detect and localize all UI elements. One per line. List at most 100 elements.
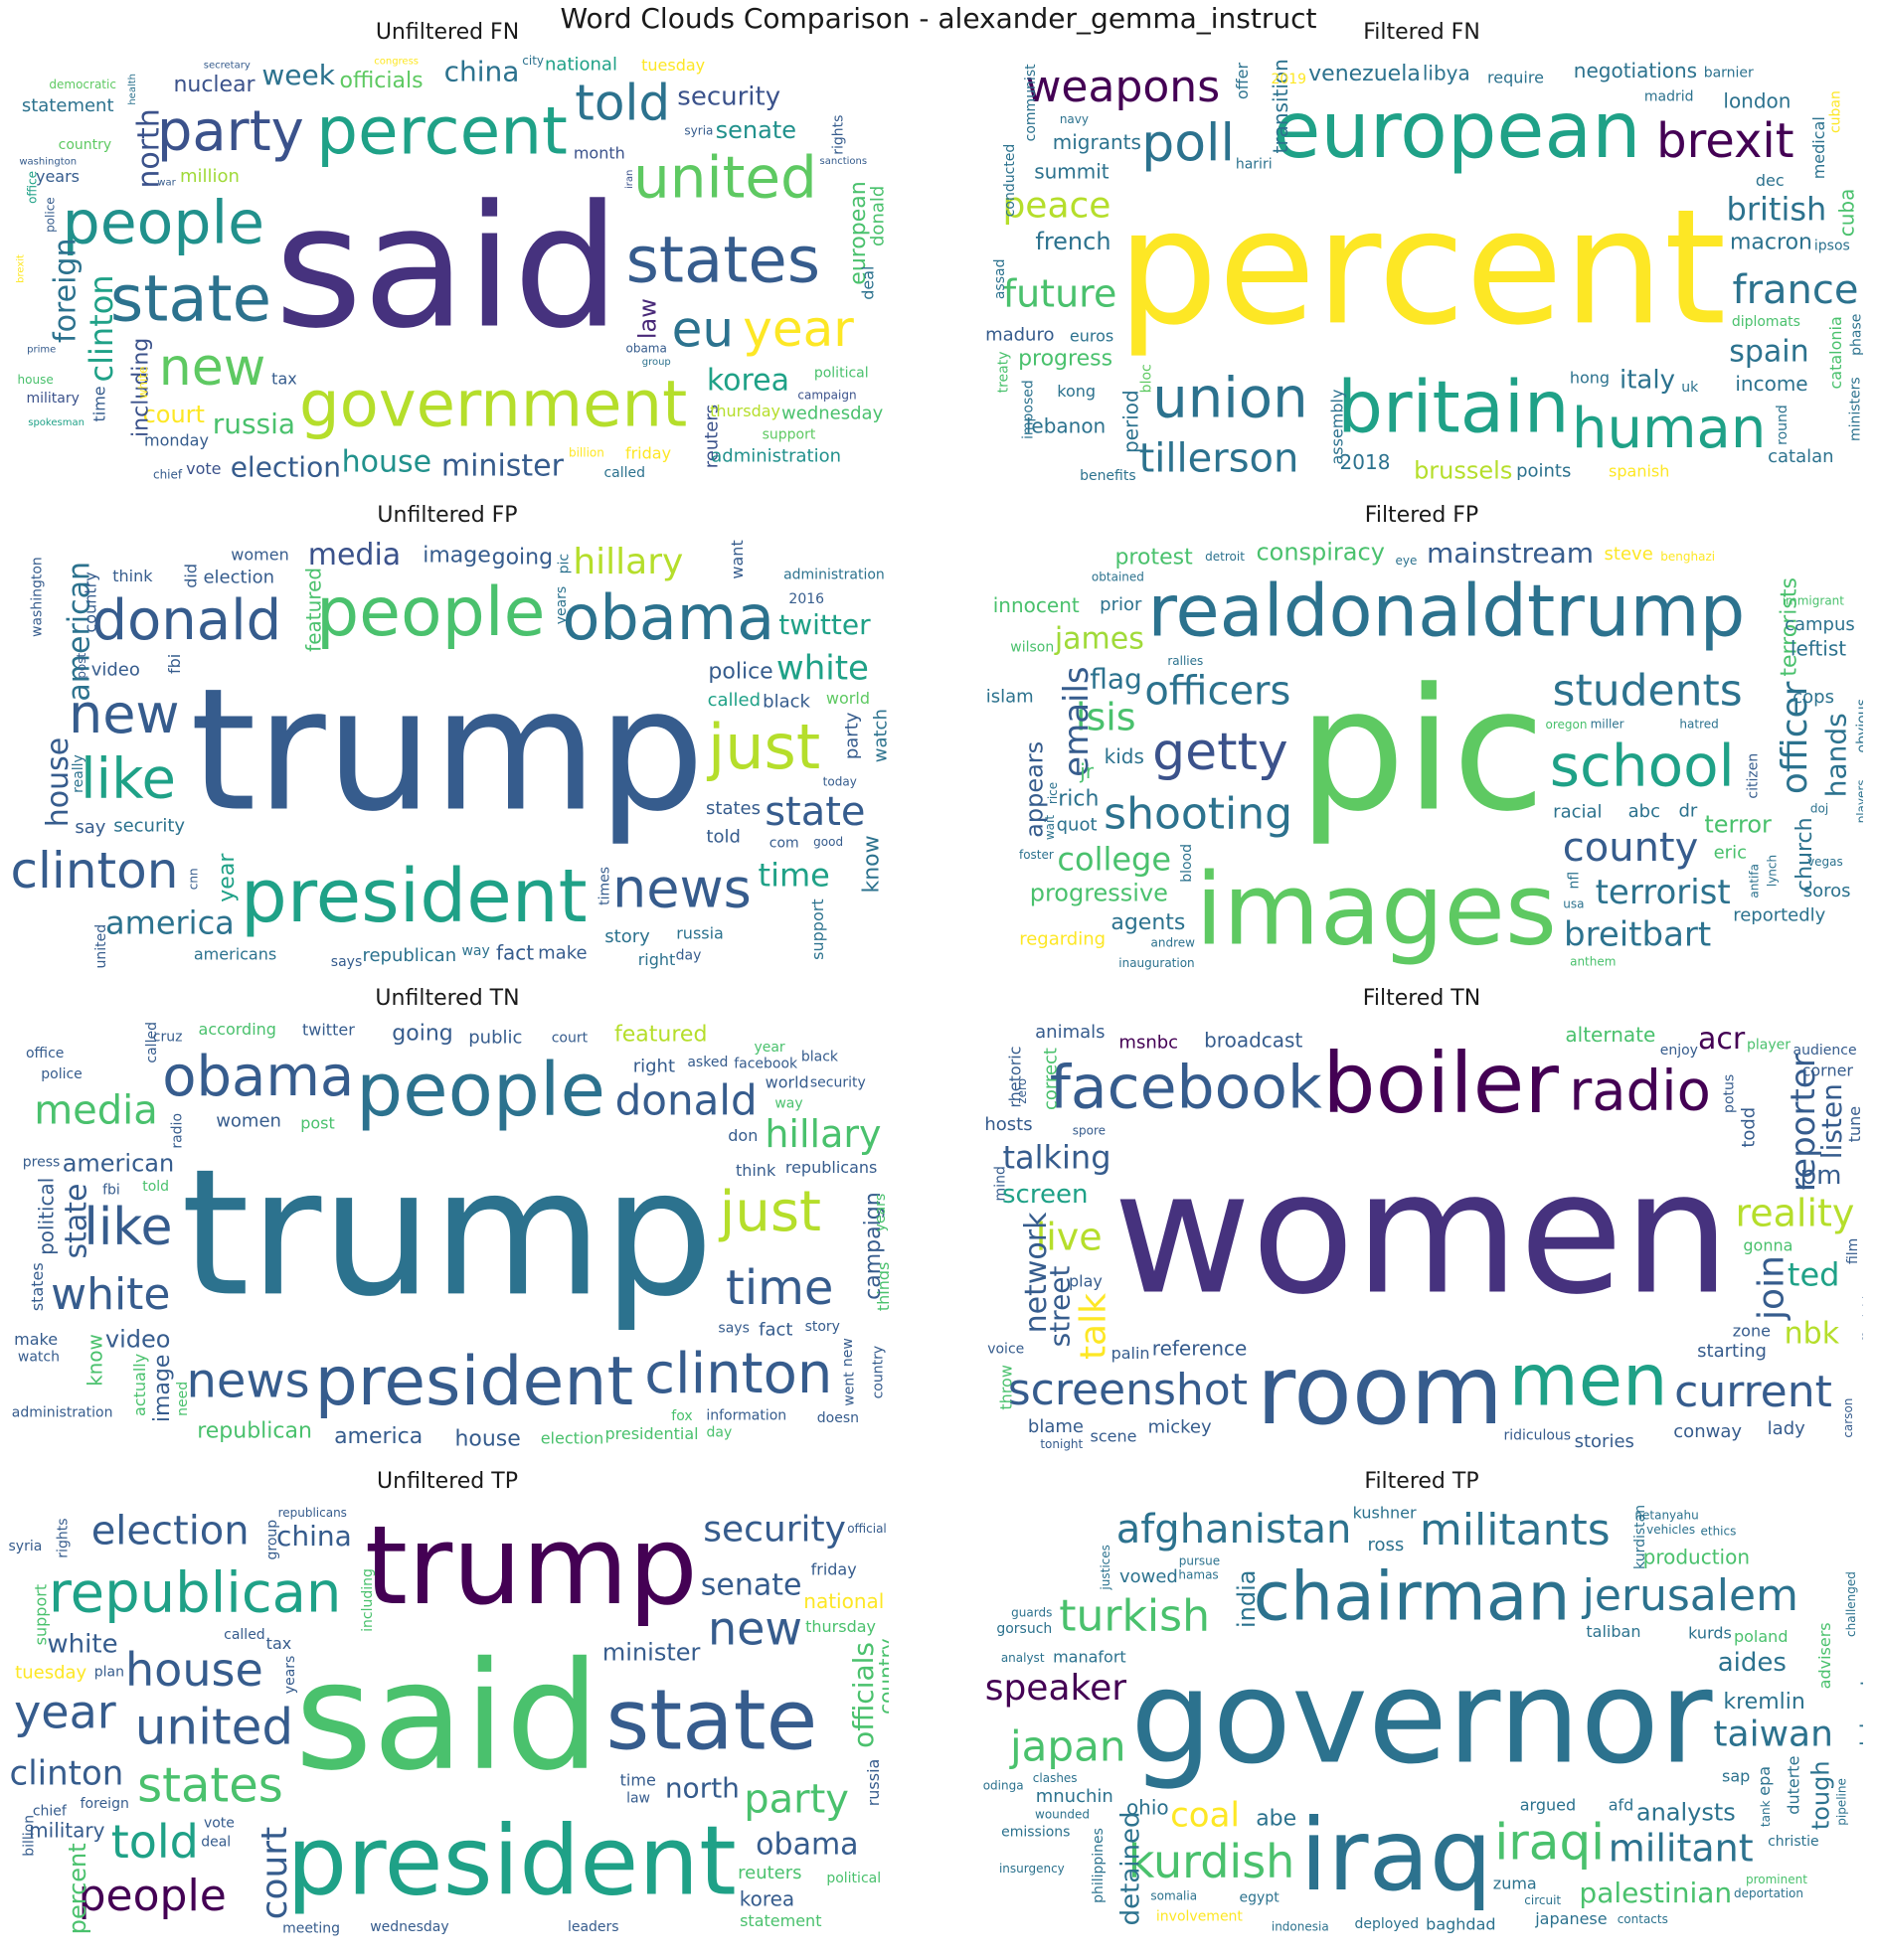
cloud-word: deportation [1734, 1886, 1803, 1900]
cloud-word: rhetoric [1006, 1046, 1025, 1107]
cloud-word: screen [1002, 1180, 1088, 1210]
cloud-word: ted [1788, 1255, 1840, 1293]
cloud-word: philippines [1091, 1828, 1107, 1903]
cloud-word: speaker [985, 1668, 1127, 1709]
cloud-word: syria [9, 1539, 43, 1554]
cloud-word: donald [92, 588, 282, 653]
cloud-word: getty [1152, 723, 1288, 782]
cloud-word: cuba [1835, 189, 1859, 238]
cloud-word: said [274, 169, 620, 366]
cloud-word: billion [22, 1815, 38, 1857]
cloud-word: say [75, 817, 105, 838]
cloud-word: friday [625, 444, 671, 463]
cloud-word: voice [987, 1342, 1024, 1358]
cloud-word: militant [1609, 1826, 1754, 1870]
cloud-word: treaty [996, 351, 1012, 393]
cloud-word: states [137, 1757, 283, 1813]
cloud-word: afghanistan [1116, 1507, 1352, 1552]
cloud-word: vote [204, 1815, 235, 1831]
cloud-word: percent [1117, 174, 1727, 360]
cloud-word: japanese [1534, 1909, 1607, 1928]
cloud-word: soros [1803, 881, 1851, 901]
cloud-word: quot [1057, 815, 1098, 836]
cloud-word: going [392, 1022, 452, 1047]
panel-title: Unfiltered TP [377, 1469, 518, 1494]
cloud-word: media [34, 1087, 158, 1133]
cloud-word: russia [213, 408, 295, 440]
cloud-word: reference [1152, 1336, 1248, 1360]
cloud-word: support [808, 898, 827, 959]
cloud-word: players [1854, 779, 1863, 823]
cloud-word: london [1723, 88, 1791, 112]
cloud-word: thursday [805, 1617, 876, 1636]
cloud-word: kurdistan [1632, 1505, 1648, 1569]
cloud-word: political [826, 1871, 881, 1886]
cloud-word: jr [1079, 759, 1095, 783]
cloud-word: afd [1609, 1796, 1634, 1815]
cloud-word: involvement [1156, 1909, 1244, 1925]
cloud-word: think [112, 567, 153, 585]
cloud-word: friday [811, 1559, 857, 1578]
cloud-word: eu [672, 301, 734, 359]
cloud-word: men [1509, 1338, 1668, 1421]
cloud-word: jerusalem [1582, 1570, 1798, 1621]
cloud-word: new [69, 683, 180, 745]
panel-title: Filtered FN [1363, 20, 1480, 45]
cloud-word: court [143, 401, 205, 428]
cloud-word: isis [1076, 696, 1136, 739]
cloud-word: county [1563, 825, 1699, 871]
cloud-word: party [157, 99, 304, 164]
cloud-word: week [261, 59, 335, 91]
cloud-word: new [708, 1602, 802, 1656]
cloud-word: official [847, 1522, 887, 1536]
cloud-word: time [759, 857, 830, 895]
cloud-word: ipsos [1814, 239, 1850, 254]
cloud-word: analysts [1636, 1798, 1736, 1826]
cloud-word: macron [1730, 230, 1812, 254]
cloud-word: people [316, 573, 546, 652]
cloud-word: 2018 [1340, 450, 1391, 474]
cloud-word: minister [602, 1638, 701, 1666]
cloud-word: 2019 [1271, 72, 1306, 87]
cloud-word: advisers [1815, 1622, 1834, 1689]
cloud-word: today [823, 774, 857, 788]
cloud-word: tillerson [1139, 435, 1299, 481]
cloud-word: campaign [797, 389, 856, 403]
cloud-word: european [846, 181, 871, 284]
cloud-word: house [454, 1427, 520, 1452]
cloud-word: clinton [644, 1342, 832, 1406]
cloud-word: uk [1681, 380, 1699, 396]
cloud-word: national [803, 1589, 884, 1613]
cloud-word: hillary [573, 542, 683, 582]
cloud-word: china [276, 1520, 352, 1552]
cloud-word: news [186, 1354, 309, 1409]
cloud-word: andrew [1151, 936, 1196, 950]
cloud-word: country [875, 1638, 889, 1715]
cloud-word: make [14, 1330, 58, 1349]
cloud-word: new [840, 1338, 856, 1367]
cloud-word: obtained [1092, 571, 1144, 584]
cloud-word: mainstream [1427, 537, 1594, 570]
cloud-word: black [763, 691, 810, 712]
cloud-word: campaign [861, 1192, 886, 1299]
cloud-word: innocent [993, 593, 1080, 617]
cloud-word: james [1054, 622, 1144, 657]
cloud-word: ministers [1847, 377, 1863, 441]
cloud-word: conway [1673, 1421, 1742, 1442]
cloud-word: carson [1841, 1398, 1855, 1438]
cloud-word: house [18, 373, 54, 387]
cloud-word: round [1775, 405, 1791, 445]
cloud-word: featured [301, 568, 325, 652]
cloud-word: according [199, 1020, 276, 1039]
cloud-word: bloc [1139, 364, 1155, 393]
cloud-word: election [91, 1509, 250, 1554]
cloud-word: republican [197, 1418, 312, 1443]
word-cloud: trump president people obama just donald like n… [6, 535, 889, 994]
cloud-word: player [1747, 1038, 1791, 1054]
cloud-word: current [1674, 1367, 1832, 1417]
cloud-word: need [175, 1382, 191, 1416]
cloud-word: breitbart [1564, 914, 1711, 954]
cloud-word: went [841, 1372, 857, 1406]
